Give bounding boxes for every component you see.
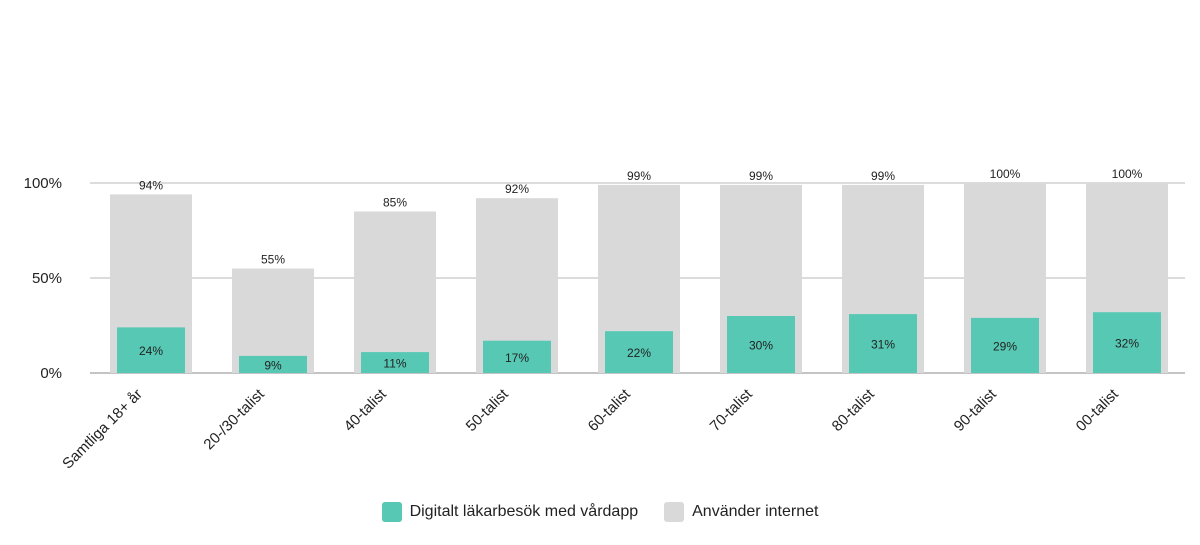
data-label-app-visit: 24%	[139, 344, 163, 358]
data-label-app-visit: 32%	[1115, 337, 1139, 351]
y-axis-ticks: 0% 50% 100%	[24, 175, 62, 382]
bar-app-visit	[849, 314, 917, 373]
data-label-internet: 94%	[139, 178, 163, 192]
legend-item-internet: Använder internet	[664, 502, 818, 522]
bar-app-visit	[605, 331, 673, 373]
bar-app-visit	[1093, 312, 1161, 373]
bar-app-visit	[239, 355, 307, 373]
data-label-app-visit: 31%	[871, 338, 895, 352]
bar-app-visit	[117, 327, 185, 373]
legend: Digitalt läkarbesök med vårdapp Använder…	[0, 502, 1200, 522]
y-tick-label: 0%	[40, 365, 62, 382]
legend-label-internet: Använder internet	[692, 503, 819, 520]
data-label-internet: 92%	[505, 182, 529, 196]
bar-internet	[354, 211, 436, 373]
legend-swatch-teal	[381, 502, 402, 522]
bar-app-visit	[971, 317, 1039, 373]
data-label-internet: 100%	[990, 167, 1021, 181]
bar-app-visit	[361, 352, 429, 373]
app-visit-bars	[117, 312, 1161, 373]
bar-app-visit	[727, 316, 795, 373]
data-label-internet: 85%	[383, 196, 407, 210]
legend-label-app-visit: Digitalt läkarbesök med vårdapp	[409, 503, 639, 520]
x-tick-label: 60-talist	[585, 385, 635, 435]
data-label-internet: 99%	[627, 169, 651, 183]
data-label-internet: 99%	[749, 169, 773, 183]
data-label-internet: 100%	[1112, 167, 1143, 181]
y-tick-label: 100%	[24, 175, 62, 192]
bar-internet	[232, 268, 314, 373]
x-tick-label: 70-talist	[707, 385, 757, 435]
x-tick-label: 40-talist	[341, 385, 391, 435]
x-tick-label: 90-talist	[951, 385, 1001, 435]
x-tick-label: 80-talist	[829, 385, 879, 435]
x-tick-label: 00-talist	[1073, 385, 1123, 435]
x-tick-label: Samtliga 18+ år	[59, 386, 146, 473]
data-label-app-visit: 29%	[993, 339, 1017, 353]
x-axis-ticks: Samtliga 18+ år 20-/30-talist 40-talist 50-…	[59, 385, 1122, 472]
data-label-app-visit: 22%	[627, 346, 651, 360]
legend-item-app-visit: Digitalt läkarbesök med vårdapp	[381, 502, 639, 522]
bar-app-visit	[483, 340, 551, 373]
data-label-internet: 55%	[261, 253, 285, 267]
data-label-app-visit: 17%	[505, 351, 529, 365]
x-tick-label: 50-talist	[463, 385, 513, 435]
data-label-app-visit: 11%	[383, 357, 406, 371]
data-label-app-visit: 30%	[749, 339, 773, 353]
data-label-internet: 99%	[871, 169, 895, 183]
x-tick-label: 20-/30-talist	[200, 385, 268, 453]
legend-swatch-gray	[664, 502, 685, 522]
data-label-app-visit: 9%	[264, 358, 282, 372]
y-tick-label: 50%	[32, 270, 62, 287]
data-labels: 94% 24% 55% 9% 85% 11% 92% 17% 99% 22% 99% 30% 99% 31…	[139, 167, 1143, 372]
